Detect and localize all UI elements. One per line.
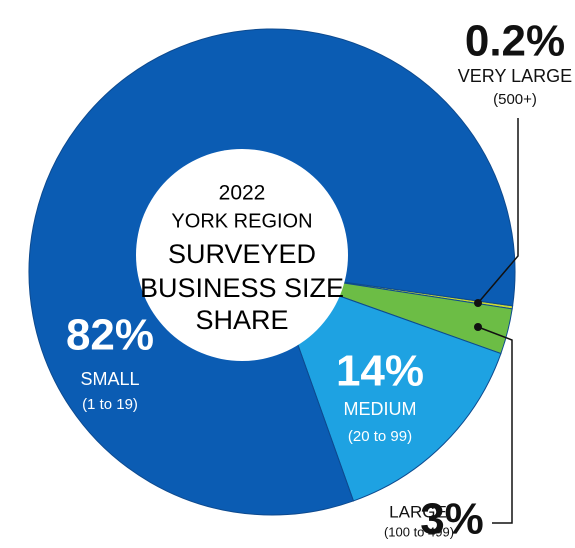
title-line: SURVEYED <box>168 239 316 269</box>
slice <box>271 271 502 502</box>
range-label: (100 to 499) <box>384 524 454 539</box>
category-label: LARGE <box>389 502 447 521</box>
value-label: 82% <box>66 311 154 360</box>
range-label: (500+) <box>493 91 537 108</box>
leader-dot <box>474 323 482 331</box>
range-label: (1 to 19) <box>82 396 138 413</box>
category-label: VERY LARGE <box>458 66 572 86</box>
center-hole <box>136 149 348 361</box>
title-line: BUSINESS SIZE <box>140 273 344 303</box>
value-label: 0.2% <box>465 17 565 66</box>
category-label: SMALL <box>80 369 139 389</box>
leader-line <box>477 118 519 304</box>
range-label: (20 to 99) <box>348 428 412 445</box>
value-label: 3% <box>420 495 484 544</box>
leader-dot <box>474 299 482 307</box>
title-line: SHARE <box>195 305 288 335</box>
title-line: YORK REGION <box>171 210 312 232</box>
title-line: 2022 <box>219 182 266 205</box>
value-label: 14% <box>336 347 424 396</box>
leader-line <box>477 326 513 524</box>
category-label: MEDIUM <box>344 399 417 419</box>
